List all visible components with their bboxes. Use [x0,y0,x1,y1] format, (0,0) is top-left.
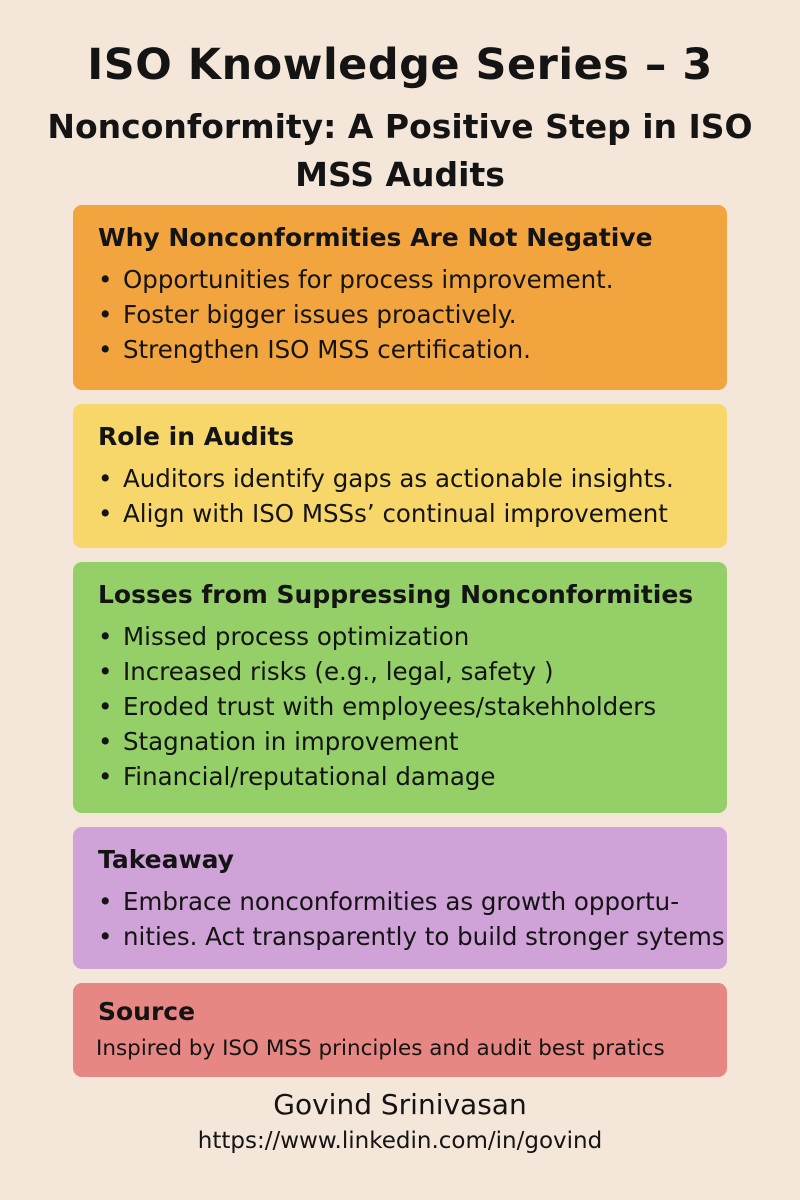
list-item-text: Foster bigger issues proactively. [123,300,517,329]
list-item-text: Strengthen ISO MSS certification. [123,335,531,364]
list-item-text: Missed process optimization [123,622,470,651]
bullet-icon: • [98,762,113,791]
list-item: • Auditors identify gaps as actionable in… [98,461,707,496]
page-subtitle: Nonconformity: A Positive Step in ISO MS… [47,107,753,194]
bullet-icon: • [98,622,113,651]
list-item: • Eroded trust with employees/stakehholde… [98,689,707,724]
list-item: • Missed process optimization [98,619,707,654]
list-item: • Align with ISO MSSs’ continual improvem… [98,496,707,531]
list-item-text: Align with ISO MSSs’ continual improveme… [123,499,668,528]
section-heading: Role in Audits [98,422,295,451]
bullet-icon: • [98,887,113,916]
list-item: • Stagnation in improvement [98,724,707,759]
list-item-text: Opportunities for process improvement. [123,265,614,294]
bullet-list: • Opportunities for process improvement. … [98,262,707,367]
list-item-text: Stagnation in improvement [123,727,459,756]
bullet-icon: • [98,335,113,364]
bullet-list: • Missed process optimization • Increased … [98,619,707,794]
bullet-icon: • [98,499,113,528]
bullet-icon: • [98,727,113,756]
list-item-text: Increased risks (e.g., legal, safety ) [123,657,554,686]
page-title: ISO Knowledge Series – 3 [87,40,713,90]
section-takeaway: Takeaway • Embrace nonconformities as gro… [73,827,727,969]
list-item: • Embrace nonconformities as growth oppor… [98,884,707,919]
bullet-icon: • [98,922,113,951]
section-heading: Why Nonconformities Are Not Negative [98,223,653,252]
bullet-icon: • [98,300,113,329]
section-source: Source Inspired by ISO MSS principles an… [73,983,727,1077]
bullet-icon: • [98,657,113,686]
list-item: • Increased risks (e.g., legal, safety ) [98,654,707,689]
bullet-list: • Auditors identify gaps as actionable in… [98,461,707,531]
list-item-text: Eroded trust with employees/stakehholder… [123,692,657,721]
list-item: • Foster bigger issues proactively. [98,297,707,332]
list-item-text: nities. Act transparently to build stron… [123,922,725,951]
list-item-text: Auditors identify gaps as actionable ins… [123,464,674,493]
section-heading: Source [98,997,196,1026]
section-heading: Takeaway [98,845,234,874]
list-item-text: Financial/reputational damage [123,762,496,791]
author-url: https://www.linkedin.com/in/govind [197,1128,603,1154]
list-item: • Opportunities for process improvement. [98,262,707,297]
section-why-not-negative: Why Nonconformities Are Not Negative • Op… [73,205,727,390]
list-item: • nities. Act transparently to build stro… [98,919,725,954]
list-item-text: Embrace nonconformities as growth opport… [123,887,680,916]
bullet-icon: • [98,692,113,721]
source-text: Inspired by ISO MSS principles and audit… [96,1036,665,1061]
bullet-list: • Embrace nonconformities as growth oppor… [98,884,725,954]
section-losses: Losses from Suppressing Nonconformities … [73,562,727,813]
bullet-icon: • [98,464,113,493]
section-heading: Losses from Suppressing Nonconformities [98,580,694,609]
bullet-icon: • [98,265,113,294]
list-item: • Strengthen ISO MSS certification. [98,332,707,367]
author-name: Govind Srinivasan [273,1088,527,1121]
section-role-in-audits: Role in Audits • Auditors identify gaps a… [73,404,727,548]
list-item: • Financial/reputational damage [98,759,707,794]
